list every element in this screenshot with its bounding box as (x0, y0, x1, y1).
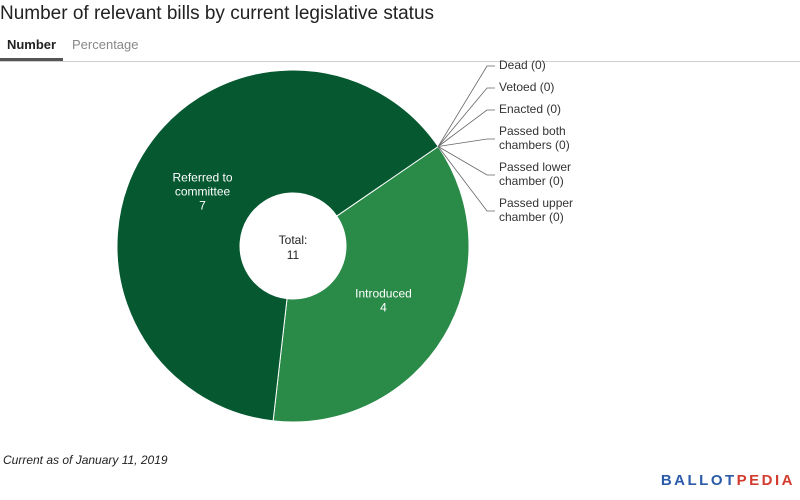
tab-percentage[interactable]: Percentage (72, 37, 139, 52)
callout-label-0: Dead (0) (499, 58, 546, 72)
logo-part-2: PEDIA (736, 472, 795, 489)
callout-line-5 (437, 146, 495, 212)
callout-label-5: Passed upper chamber (0) (499, 196, 573, 224)
donut-chart: Introduced 4 Referred to committee 7 Total: 11… (116, 58, 573, 423)
callout-label-2: Enacted (0) (499, 102, 561, 116)
callout-line-1 (437, 87, 495, 147)
callout-line-2 (437, 109, 495, 147)
slice-introduced[interactable] (272, 145, 470, 423)
view-tabs: Number Percentage (0, 34, 800, 62)
callout-label-4: Passed lower chamber (0) (499, 160, 571, 188)
callout-label-3: Passed both chambers (0) (499, 124, 570, 152)
slice-label-0: Introduced 4 (355, 286, 412, 314)
callout-line-3 (438, 138, 495, 147)
chart-title: Number of relevant bills by current legi… (0, 3, 435, 24)
ballotpedia-logo[interactable]: BALLOTPEDIA (661, 472, 795, 489)
footnote: Current as of January 11, 2019 (3, 453, 168, 467)
tab-number[interactable]: Number (0, 38, 63, 61)
callout-line-0 (437, 65, 495, 147)
slice-referred-to-committee[interactable] (116, 69, 439, 422)
slice-label-1: Referred to committee 7 (172, 171, 232, 213)
callout-label-1: Vetoed (0) (499, 80, 554, 94)
callout-line-4 (437, 146, 495, 176)
logo-part-1: BALLOT (660, 472, 737, 489)
center-total: Total: 11 (279, 233, 308, 262)
